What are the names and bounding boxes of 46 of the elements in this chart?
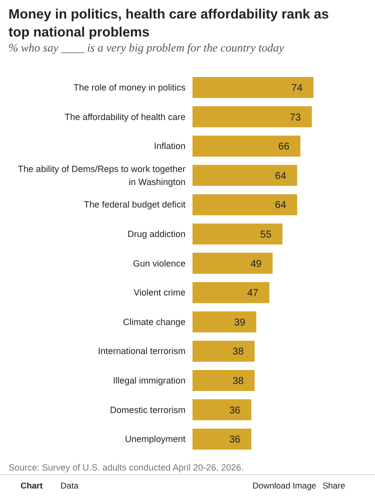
bar <box>192 106 312 128</box>
y-tick-label: Unemployment <box>124 434 186 444</box>
data-label: 49 <box>250 258 262 270</box>
y-tick-label: The ability of Dems/Reps to work together in Washington <box>18 164 186 187</box>
bar <box>192 282 270 304</box>
y-tick-label: Gun violence <box>132 258 186 268</box>
text: Chart <box>20 480 43 490</box>
chart-title: Money in politics, health care affordability rank as top national problems <box>8 6 329 40</box>
y-tick-label: The federal budget deficit <box>84 200 186 210</box>
bar <box>192 428 252 450</box>
text: Data <box>60 480 79 490</box>
bar <box>192 77 314 98</box>
data-label: 38 <box>232 346 244 358</box>
data-label: 36 <box>229 405 241 416</box>
data-label: 64 <box>275 170 287 182</box>
text: Download Image <box>252 480 317 490</box>
y-tick-label: Illegal immigration <box>112 376 186 386</box>
data-label: 55 <box>260 230 272 240</box>
data-label: 47 <box>247 288 259 300</box>
chart-subtitle: % who say ____ is a very big problem for the country today <box>8 42 285 54</box>
data-label: 66 <box>278 142 290 153</box>
y-tick-label: International terrorism <box>98 346 186 356</box>
y-tick-label: Violent crime <box>134 288 186 298</box>
source-note: Source: Survey of U.S. adults conducted April 20-26, 2026. <box>8 462 244 472</box>
y-tick-label: The role of money in politics <box>73 82 186 92</box>
bar <box>192 370 255 391</box>
bar <box>192 340 255 362</box>
y-tick-label: The affordability of health care <box>64 112 186 122</box>
data-label: 74 <box>291 83 303 94</box>
bar <box>192 224 282 244</box>
y-tick-label: Inflation <box>154 141 186 152</box>
text: Share <box>322 480 346 490</box>
data-label: 36 <box>229 434 241 446</box>
data-label: 39 <box>234 317 246 328</box>
bar <box>192 252 273 274</box>
data-label: 64 <box>275 200 287 212</box>
y-tick-label: Domestic terrorism <box>110 404 186 415</box>
bar <box>192 136 300 157</box>
data-label: 38 <box>232 376 244 387</box>
bar <box>192 164 298 186</box>
bar <box>192 194 298 216</box>
bar <box>192 311 256 332</box>
data-label: 73 <box>290 112 302 124</box>
y-tick-label: Climate change <box>122 316 186 327</box>
bar <box>192 399 252 420</box>
y-tick-label: Drug addiction <box>127 229 186 239</box>
